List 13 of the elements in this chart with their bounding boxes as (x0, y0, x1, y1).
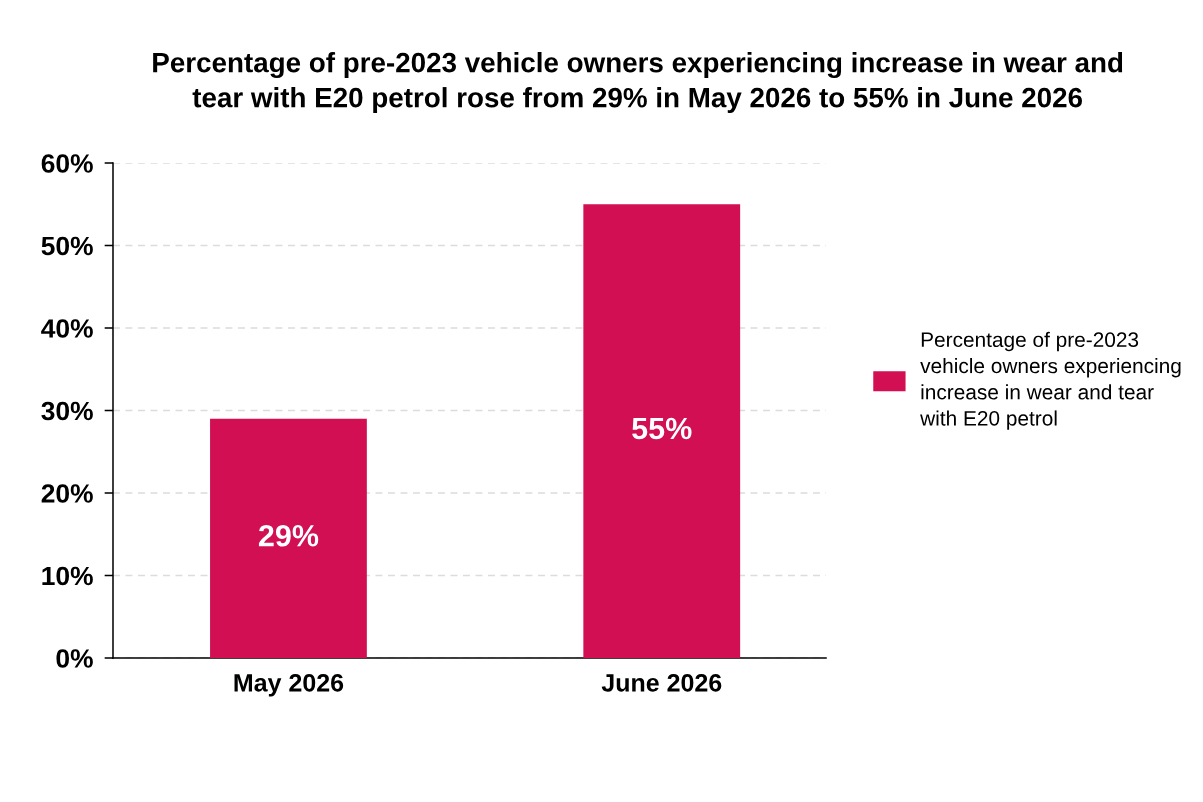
y-tick-label: 20% (41, 484, 93, 503)
x-tick-label: May 2026 (234, 673, 344, 697)
x-tick-label: June 2026 (601, 673, 722, 692)
y-tick-label: 50% (41, 236, 93, 256)
y-tick-label: 0% (56, 649, 93, 668)
legend-label: Percentage of pre-2023 vehicle owners experiencing increase in wear and tear with E20 petrol (920, 331, 1181, 430)
y-tick-label: 40% (41, 319, 93, 338)
y-tick-label: 60% (41, 154, 93, 173)
y-tick-label: 10% (42, 566, 93, 586)
chart-title: Percentage of pre-2023 vehicle owners experiencing increase in wear and tear with E20 petrol rose from 29% in May 2026 to 55% in June 2026 (153, 52, 1123, 113)
data-label: 29% (258, 524, 319, 547)
y-tick-label: 30% (41, 401, 93, 421)
data-label: 55% (632, 417, 692, 440)
